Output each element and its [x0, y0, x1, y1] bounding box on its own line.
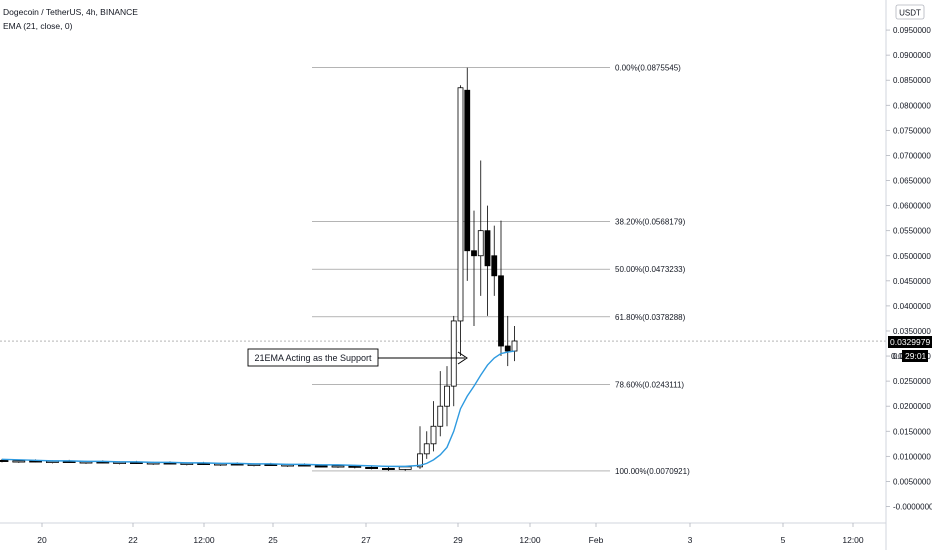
countdown-value: 29:01	[905, 351, 927, 361]
x-tick-label: 12:00	[842, 535, 864, 545]
fib-level-label: 38.20%(0.0568179)	[615, 218, 686, 227]
y-tick-label: 0.0800000	[893, 101, 931, 110]
x-tick-label: 20	[37, 535, 47, 545]
price-axis-badges: USDT 0.0329979 0.03 29:01	[888, 4, 932, 362]
y-tick-label: -0.0000000	[893, 503, 932, 512]
y-tick-label: 0.0200000	[893, 402, 931, 411]
candle-body	[471, 250, 477, 257]
candle-body	[381, 467, 395, 470]
candle-body	[0, 459, 9, 462]
candle-body	[365, 466, 379, 469]
y-tick-label: 0.0100000	[893, 452, 931, 461]
annotation-callout[interactable]: 21EMA Acting as the Support	[247, 348, 468, 367]
candle-body	[331, 465, 345, 468]
candle-body	[498, 275, 504, 347]
candle-body	[477, 230, 484, 257]
candle-body	[417, 453, 423, 468]
candle-body	[504, 345, 511, 352]
candle-body	[314, 465, 328, 468]
y-tick-label: 0.0850000	[893, 76, 931, 85]
candles	[0, 67, 518, 471]
current-price-tag	[888, 336, 932, 348]
y-tick-label: 0.0150000	[893, 427, 931, 436]
partial-price-value: 0.03	[891, 351, 908, 361]
y-tick-label: 0.0250000	[893, 377, 931, 386]
y-tick-label: 0.0400000	[893, 302, 931, 311]
candle-body	[464, 89, 471, 252]
candle-body	[511, 340, 518, 352]
y-tick-label: 0.0750000	[893, 126, 931, 135]
candle-body	[491, 255, 498, 277]
y-tick-label: 0.0550000	[893, 227, 931, 236]
y-tick-label: 0.0900000	[893, 51, 931, 60]
indicator-legend[interactable]: EMA (21, close, 0)	[3, 21, 73, 31]
x-tick-label: 12:00	[519, 535, 541, 545]
arrow-head	[457, 351, 468, 365]
annotation-text: 21EMA Acting as the Support	[254, 353, 372, 363]
candle-body	[444, 385, 450, 407]
y-tick-label: 0.0500000	[893, 252, 931, 261]
candle-body	[423, 443, 430, 455]
y-tick-label: 0.0600000	[893, 202, 931, 211]
y-tick-label: 0.0450000	[893, 277, 931, 286]
countdown-tag	[902, 350, 928, 362]
y-tick-label: 0.0700000	[893, 151, 931, 160]
candle-body	[12, 460, 26, 463]
candle-body	[398, 466, 412, 470]
candle-body	[430, 425, 437, 445]
time-axis[interactable]: 20 22 12:00 25 27 29 12:00 Feb 3 5 12:00	[37, 523, 864, 545]
x-tick-label: 5	[781, 535, 786, 545]
x-tick-label: 12:00	[193, 535, 215, 545]
y-tick-label: 0.0350000	[893, 327, 931, 336]
x-tick-label: 3	[688, 535, 693, 545]
fib-level-label: 50.00%(0.0473233)	[615, 265, 686, 274]
fib-level-label: 78.60%(0.0243111)	[615, 381, 684, 390]
symbol-title[interactable]: Dogecoin / TetherUS, 4h, BINANCE	[3, 7, 138, 17]
ema-line	[1, 350, 515, 468]
price-axis[interactable]: 0.0950000 0.0900000 0.0850000 0.0800000 0.07…	[886, 26, 932, 512]
x-tick-label: 27	[361, 535, 371, 545]
y-tick-label: 0.0950000	[893, 26, 931, 35]
current-price-value: 0.0329979	[890, 337, 930, 347]
candle-body	[437, 405, 444, 427]
fib-level-label: 0.00%(0.0875545)	[615, 63, 681, 72]
y-tick-label: 0.0650000	[893, 177, 931, 186]
fib-level-label: 61.80%(0.0378288)	[615, 313, 686, 322]
x-tick-label: 25	[268, 535, 278, 545]
currency-badge[interactable]	[895, 4, 925, 20]
x-tick-label: 29	[453, 535, 463, 545]
y-tick-label: 0.0050000	[893, 477, 931, 486]
candle-body	[457, 87, 464, 322]
candle-body	[484, 230, 491, 267]
x-tick-label: 22	[128, 535, 138, 545]
currency-label: USDT	[899, 9, 921, 18]
x-tick-label: Feb	[589, 535, 604, 545]
candle-body	[450, 320, 457, 387]
fib-level-label: 100.00%(0.0070921)	[615, 467, 690, 476]
